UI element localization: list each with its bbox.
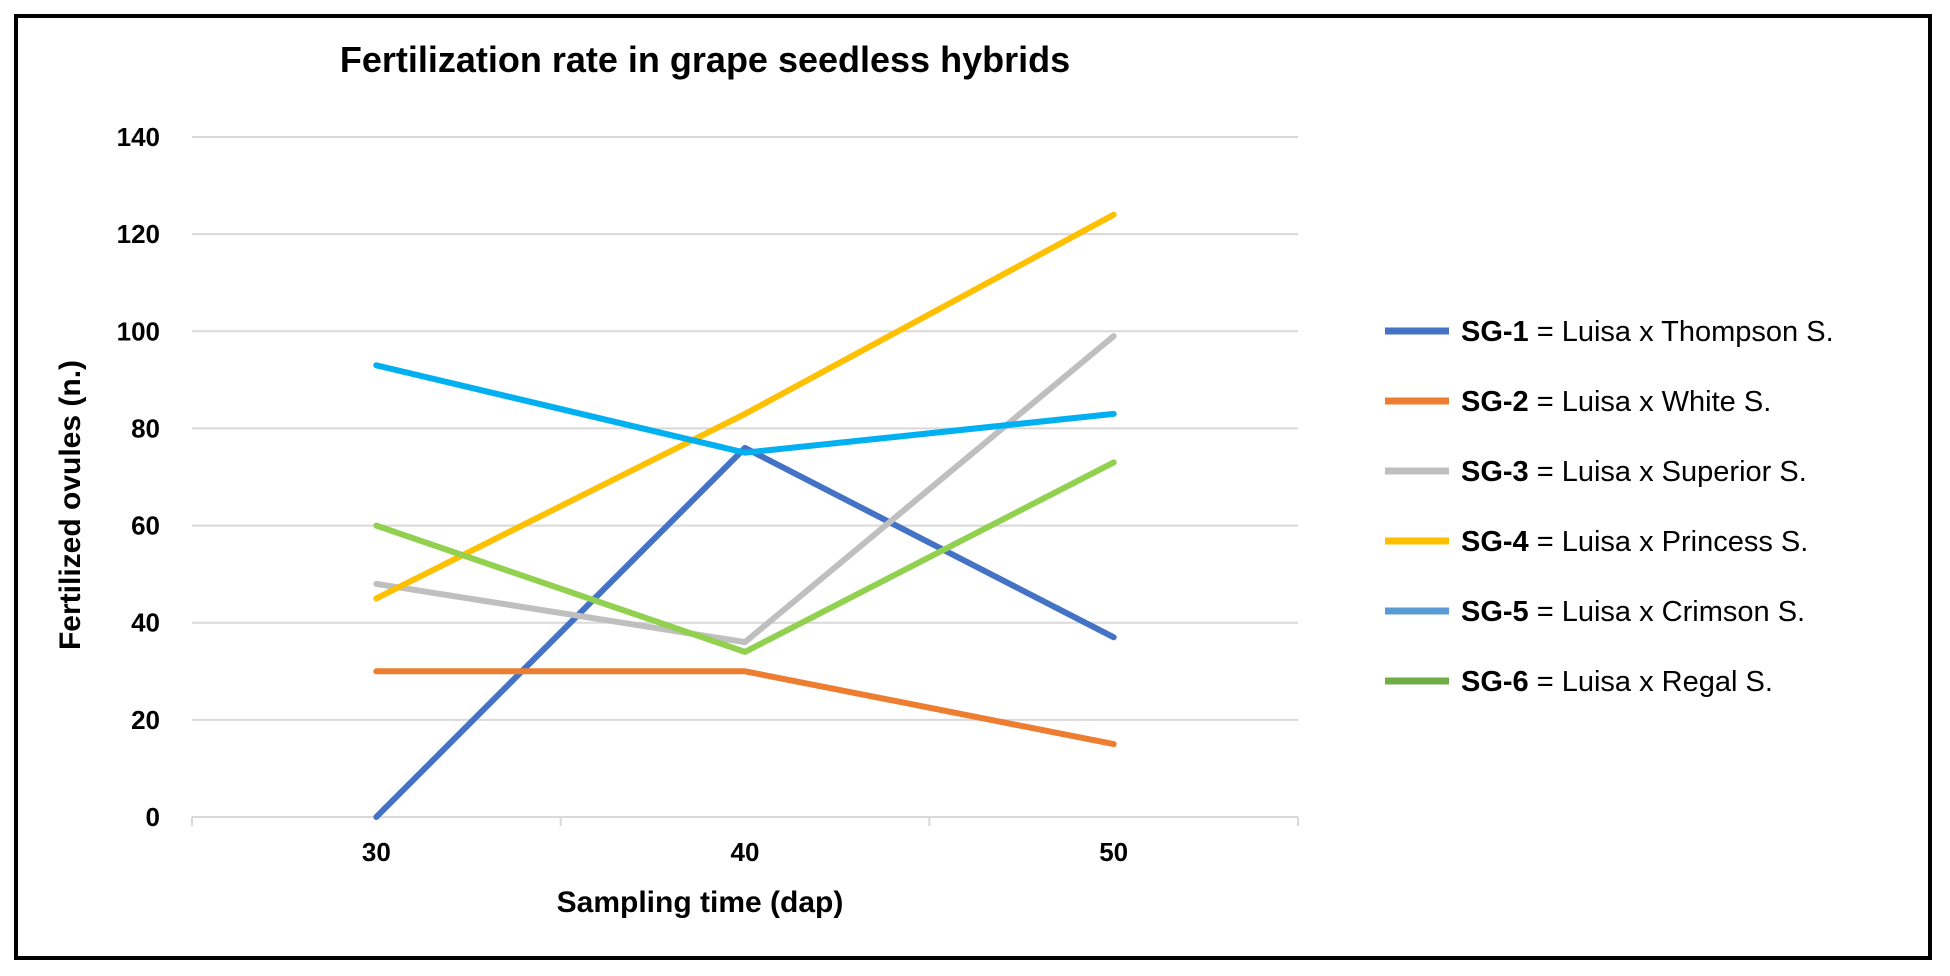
legend-series-name: SG-4 bbox=[1461, 526, 1529, 558]
series-line-sg-5 bbox=[373, 362, 1117, 456]
y-tick-label: 120 bbox=[117, 219, 160, 249]
legend-entry-sg-2: SG-2 = Luisa x White S. bbox=[1461, 386, 1771, 418]
legend-series-desc: = Luisa x Thompson S. bbox=[1529, 316, 1834, 348]
grid-lines bbox=[192, 136, 1298, 721]
x-tick-label: 30 bbox=[362, 837, 391, 867]
chart-title: Fertilization rate in grape seedless hyb… bbox=[340, 39, 1070, 80]
series-line-sg-1 bbox=[373, 444, 1117, 820]
y-tick-label: 80 bbox=[131, 413, 160, 443]
y-tick-labels: 0 20 40 60 80 100 120 140 bbox=[117, 122, 160, 832]
legend-series-name: SG-6 bbox=[1461, 666, 1529, 698]
legend-series-desc: = Luisa x White S. bbox=[1529, 386, 1772, 418]
legend-series-name: SG-3 bbox=[1461, 456, 1529, 488]
y-tick-label: 140 bbox=[117, 122, 160, 152]
y-tick-label: 20 bbox=[131, 705, 160, 735]
y-tick-label: 40 bbox=[131, 608, 160, 638]
y-tick-label: 60 bbox=[131, 511, 160, 541]
x-tick-label: 50 bbox=[1099, 837, 1128, 867]
legend-entry-sg-4: SG-4 = Luisa x Princess S. bbox=[1461, 526, 1808, 558]
y-tick-label: 0 bbox=[146, 802, 160, 832]
x-tick-labels: 30 40 50 bbox=[362, 837, 1128, 867]
legend-series-name: SG-2 bbox=[1461, 386, 1529, 418]
x-axis-title: Sampling time (dap) bbox=[557, 886, 844, 919]
legend-series-desc: = Luisa x Regal S. bbox=[1529, 666, 1773, 698]
legend-series-desc: = Luisa x Princess S. bbox=[1529, 526, 1809, 558]
legend-series-desc: = Luisa x Superior S. bbox=[1529, 456, 1807, 488]
legend-entry-sg-6: SG-6 = Luisa x Regal S. bbox=[1461, 666, 1773, 698]
series-line-sg-6 bbox=[373, 459, 1117, 655]
series-line-sg-4 bbox=[373, 211, 1117, 602]
series-line-sg-2 bbox=[373, 668, 1117, 748]
legend-entry-sg-5: SG-5 = Luisa x Crimson S. bbox=[1461, 596, 1805, 628]
x-tick-label: 40 bbox=[731, 837, 760, 867]
axes bbox=[191, 816, 1299, 826]
chart-frame bbox=[14, 14, 1932, 960]
legend-entry-sg-1: SG-1 = Luisa x Thompson S. bbox=[1461, 316, 1834, 348]
legend-series-desc: = Luisa x Crimson S. bbox=[1529, 596, 1805, 628]
legend-series-name: SG-5 bbox=[1461, 596, 1529, 628]
legend: SG-1 = Luisa x Thompson S. SG-2 = Luisa x… bbox=[1385, 316, 1834, 698]
series-lines bbox=[373, 211, 1117, 820]
series-line-sg-3 bbox=[373, 333, 1117, 646]
legend-series-name: SG-1 bbox=[1461, 316, 1529, 348]
legend-entry-sg-3: SG-3 = Luisa x Superior S. bbox=[1461, 456, 1807, 488]
y-axis-title: Fertilized ovules (n.) bbox=[54, 360, 87, 650]
y-tick-label: 100 bbox=[117, 316, 160, 346]
